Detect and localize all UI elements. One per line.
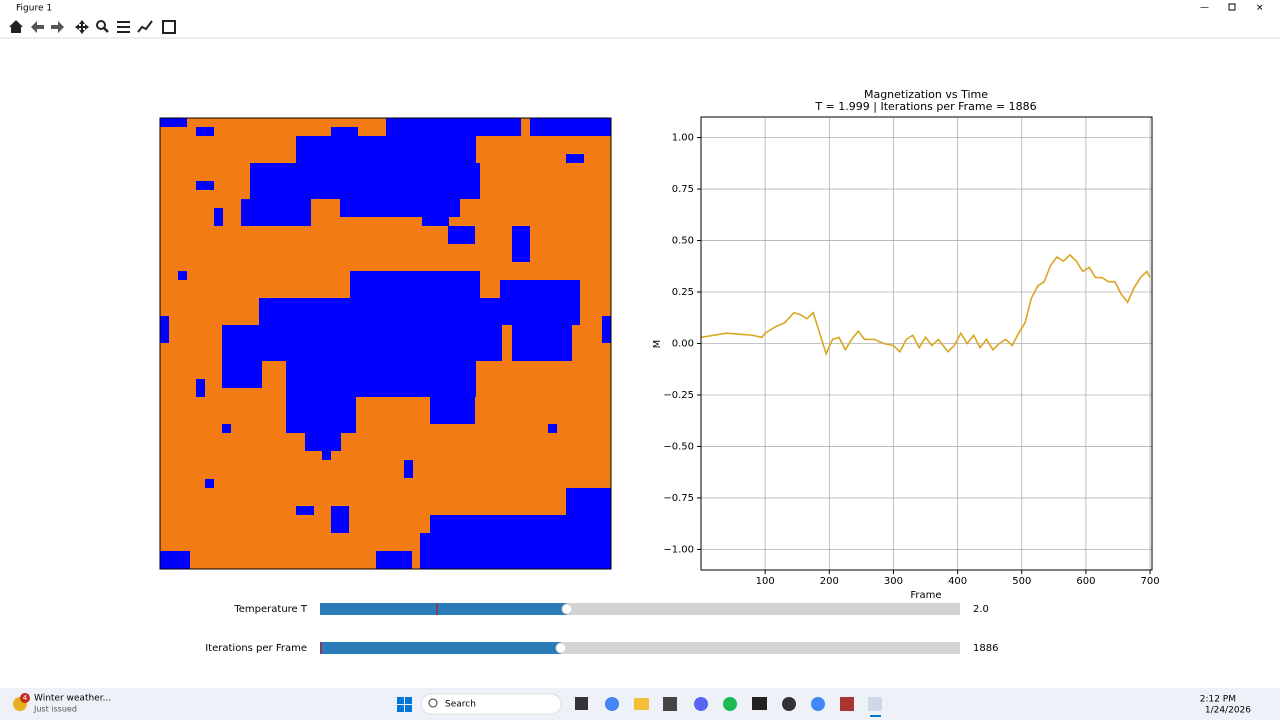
slider-label: Iterations per Frame xyxy=(205,643,307,654)
slider-label: Temperature T xyxy=(233,604,308,615)
x-axis-label: Frame xyxy=(910,590,941,601)
y-tick-label: 0.75 xyxy=(672,184,694,195)
slider-value: 1886 xyxy=(973,643,998,654)
x-tick-label: 500 xyxy=(1012,576,1031,587)
start-button[interactable] xyxy=(397,697,412,712)
slider-handle[interactable] xyxy=(555,642,567,654)
app-icon[interactable] xyxy=(782,697,796,711)
x-tick-label: 700 xyxy=(1141,576,1160,587)
app-icon[interactable] xyxy=(811,697,825,711)
save-button[interactable] xyxy=(162,20,176,34)
zoom-button[interactable] xyxy=(96,20,106,30)
y-tick-label: 0.00 xyxy=(672,339,694,350)
configure-line xyxy=(117,31,130,33)
search-placeholder: Search xyxy=(445,700,476,710)
minimize[interactable]: — xyxy=(1200,3,1209,13)
x-tick-label: 300 xyxy=(884,576,903,587)
app-icon[interactable] xyxy=(634,698,649,710)
app-icon[interactable] xyxy=(723,697,737,711)
slider-fill xyxy=(320,603,567,615)
window-title: Figure 1 xyxy=(16,4,52,14)
y-tick-label: −0.75 xyxy=(663,493,694,504)
toolbar-icons xyxy=(9,20,176,34)
app-icon[interactable] xyxy=(868,697,882,711)
app-icon[interactable] xyxy=(694,697,708,711)
y-tick-label: −0.25 xyxy=(663,390,694,401)
y-tick-label: −1.00 xyxy=(663,544,694,555)
edit-axes-button[interactable] xyxy=(137,20,153,33)
y-tick-label: 0.50 xyxy=(672,236,694,247)
clock-date[interactable]: 1/24/2026 xyxy=(1205,706,1251,716)
home-button[interactable] xyxy=(9,20,23,33)
taskbar-apps xyxy=(575,697,882,717)
slider-value: 2.0 xyxy=(973,604,989,615)
app-icon[interactable] xyxy=(840,697,854,711)
chart-title: Magnetization vs Time xyxy=(864,88,988,101)
search-box[interactable] xyxy=(420,693,562,715)
weather-subtitle: Just issued xyxy=(33,705,77,714)
configure-button[interactable] xyxy=(117,21,130,23)
temperature-slider[interactable]: Temperature T 2.0 xyxy=(233,603,989,615)
y-tick-label: 0.25 xyxy=(672,287,694,298)
y-axis-label: M xyxy=(652,340,663,349)
app-icon[interactable] xyxy=(605,697,619,711)
title-bar xyxy=(0,0,1280,15)
search-icon xyxy=(428,698,438,708)
spin-domains xyxy=(160,118,611,569)
y-tick-label: 1.00 xyxy=(672,133,694,144)
lattice xyxy=(159,117,612,570)
plot: 1.00 0.75 0.50 0.25 0.00 −0.25 −0.50 −0.75 −1.00… xyxy=(663,116,1160,587)
line-series xyxy=(700,253,1151,357)
clock-time[interactable]: 2:12 PM xyxy=(1200,695,1236,705)
close[interactable]: ✕ xyxy=(1256,4,1264,14)
badge-count: 4 xyxy=(23,694,28,702)
slider-handle[interactable] xyxy=(561,603,573,615)
zoom-handle xyxy=(103,27,109,33)
configure-line xyxy=(117,26,130,28)
x-tick-label: 200 xyxy=(820,576,839,587)
slider-fill xyxy=(320,642,561,654)
back-button[interactable] xyxy=(31,21,44,33)
app-icon[interactable] xyxy=(752,697,767,710)
weather-title: Winter weather... xyxy=(34,694,111,704)
badge xyxy=(20,693,30,703)
x-tick-label: 100 xyxy=(756,576,775,587)
plot-frame xyxy=(700,116,1153,571)
forward-button[interactable] xyxy=(51,21,64,33)
x-tick-label: 600 xyxy=(1076,576,1095,587)
x-tick-label: 400 xyxy=(948,576,967,587)
lattice-frame xyxy=(159,117,612,570)
toolbar xyxy=(0,15,1280,38)
chart-subtitle: T = 1.999 | Iterations per Frame = 1886 xyxy=(814,100,1036,113)
maximize[interactable] xyxy=(1228,3,1236,11)
y-tick-label: −0.50 xyxy=(663,441,694,452)
app-icon[interactable] xyxy=(575,697,588,710)
iterations-slider[interactable]: Iterations per Frame 1886 xyxy=(205,642,998,654)
app-icon[interactable] xyxy=(663,697,677,711)
pan-button[interactable] xyxy=(75,20,89,34)
